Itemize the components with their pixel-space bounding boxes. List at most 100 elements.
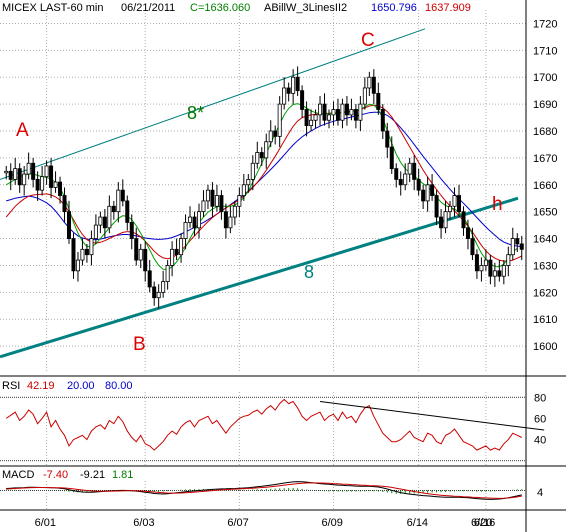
candle-body [510,238,515,256]
candle-body [156,291,161,299]
candle-body [367,76,372,89]
candle-body [228,216,233,229]
candle-body [380,109,385,132]
wave-label-b: B [133,334,146,355]
header-value-red: 1637.909 [425,2,471,14]
candle-body [465,227,470,239]
candle-body [264,141,269,159]
rsi-value: 42.19 [27,380,55,392]
candle-body [62,195,67,213]
price-y-tick-label: 1660 [533,180,557,192]
candle-body [116,189,121,213]
candle-body [120,189,125,202]
candle-body [246,178,251,186]
candle-body [398,178,403,186]
candle-body [192,216,197,229]
rsi-y-tick-label: 40 [534,435,546,447]
candle-body [196,211,201,229]
candle-body [67,211,72,239]
candle-body [376,92,381,110]
candle-body [174,248,179,256]
price-y-tick-label: 1650 [533,207,557,219]
rsi-lo: 20.00 [67,380,95,392]
candle-body [44,165,49,178]
price-y-tick-label: 1690 [533,99,557,111]
candle-body [448,205,453,213]
candle-body [506,254,511,266]
x-tick-label: 6/14 [407,517,428,529]
candle-body [295,76,300,92]
candle-body [416,178,421,191]
x-tick-label: 6/16 [474,517,495,529]
candle-body [165,265,170,282]
price-y-tick-label: 1610 [533,314,557,326]
upper-channel-line [0,28,426,180]
candle-body [58,181,63,196]
candle-body [470,238,475,256]
candle-body [219,195,224,213]
candle-body [188,216,193,223]
candle-body [26,162,31,175]
candle-body [371,76,376,94]
candle-body [501,265,506,277]
candle-body [84,248,89,256]
candle-body [13,168,18,180]
candle-body [93,224,98,239]
wave-label-a: A [16,120,29,141]
candle-body [138,248,143,261]
macd-value-3: 1.81 [112,469,133,481]
candle-body [98,216,103,226]
candle-body [210,189,215,207]
chart-title: MICEX LAST-60 min [2,2,103,14]
candle-body [474,254,479,272]
header-close: C=1636.060 [190,2,250,14]
candle-body [519,243,524,250]
candle-body [241,184,246,196]
candle-body [340,103,345,121]
wave-label-c: C [361,30,375,51]
candle-body [439,216,444,229]
candle-body [318,103,323,116]
candle-body [259,152,264,159]
candle-body [309,119,314,127]
upper-channel-label: 8* [187,103,204,123]
candle-body [434,195,439,218]
candle-body [407,162,412,175]
macd-line [6,481,522,500]
candle-body [344,103,349,116]
candle-body [205,189,210,202]
macd-signal-line [6,482,522,499]
candle-body [286,87,291,94]
candle-body [385,130,390,148]
candle-body [353,109,358,121]
candle-body [268,130,273,143]
candle-body [349,109,354,116]
candle-body [80,248,85,261]
price-y-tick-label: 1620 [533,287,557,299]
candle-body [214,195,219,207]
candle-body [326,114,331,121]
candle-body [40,176,45,191]
candle-body [237,195,242,207]
header-date: 06/21/2011 [121,2,175,14]
candle-body [273,130,278,137]
candle-body [22,173,27,186]
candle-body [443,211,448,229]
x-tick-label: 6/09 [321,517,342,529]
candle-body [71,238,76,272]
candle-body [479,265,484,272]
candle-body [394,168,399,180]
candle-body [304,109,309,127]
x-tick-label: 6/03 [133,517,154,529]
candle-body [389,146,394,170]
price-y-tick-label: 1630 [533,260,557,272]
candle-body [421,189,426,202]
candle-body [17,168,22,186]
x-tick-label: 6/07 [227,517,248,529]
candle-body [31,162,36,180]
x-tick-label: 6/20 [471,517,492,529]
candle-body [129,222,134,239]
candle-body [49,165,54,188]
